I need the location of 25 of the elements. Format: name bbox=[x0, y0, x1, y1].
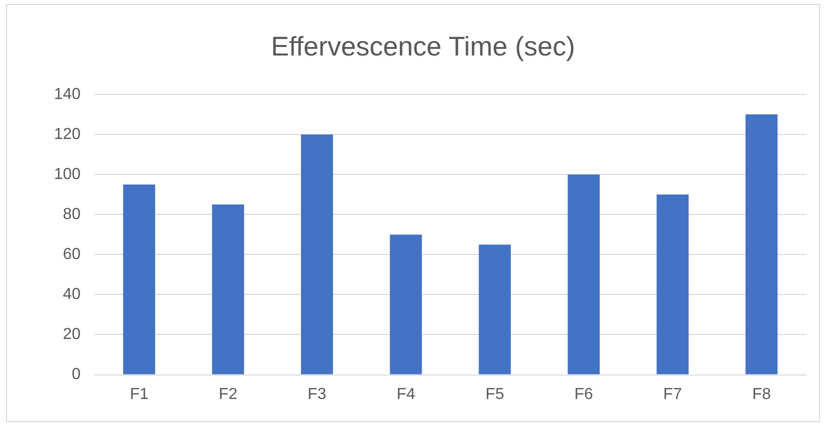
bar bbox=[746, 114, 778, 374]
y-tick-label: 100 bbox=[54, 166, 81, 183]
y-tick-label: 0 bbox=[72, 366, 81, 384]
bar bbox=[478, 244, 511, 374]
y-tick-label: 120 bbox=[54, 126, 81, 143]
x-tick-label: F5 bbox=[485, 386, 504, 403]
y-tick-label: 40 bbox=[62, 286, 81, 304]
bar bbox=[568, 174, 600, 374]
x-tick-label: F4 bbox=[396, 386, 416, 403]
chart-title: Effervescence Time (sec) bbox=[270, 32, 576, 62]
bar bbox=[212, 204, 244, 374]
bar bbox=[300, 134, 333, 374]
bar bbox=[390, 234, 422, 374]
y-tick-label: 80 bbox=[62, 206, 81, 223]
x-tick-label: F1 bbox=[130, 386, 149, 403]
y-tick-label: 140 bbox=[54, 86, 81, 103]
x-tick-label: F3 bbox=[308, 386, 326, 403]
y-tick-label: 20 bbox=[62, 326, 81, 344]
bar bbox=[123, 184, 156, 374]
x-tick-label: F7 bbox=[663, 386, 682, 403]
bar bbox=[656, 194, 689, 374]
x-tick-label: F8 bbox=[752, 386, 771, 403]
x-tick-label: F2 bbox=[218, 386, 238, 403]
y-tick-label: 60 bbox=[62, 246, 81, 264]
x-tick-label: F6 bbox=[574, 386, 594, 403]
